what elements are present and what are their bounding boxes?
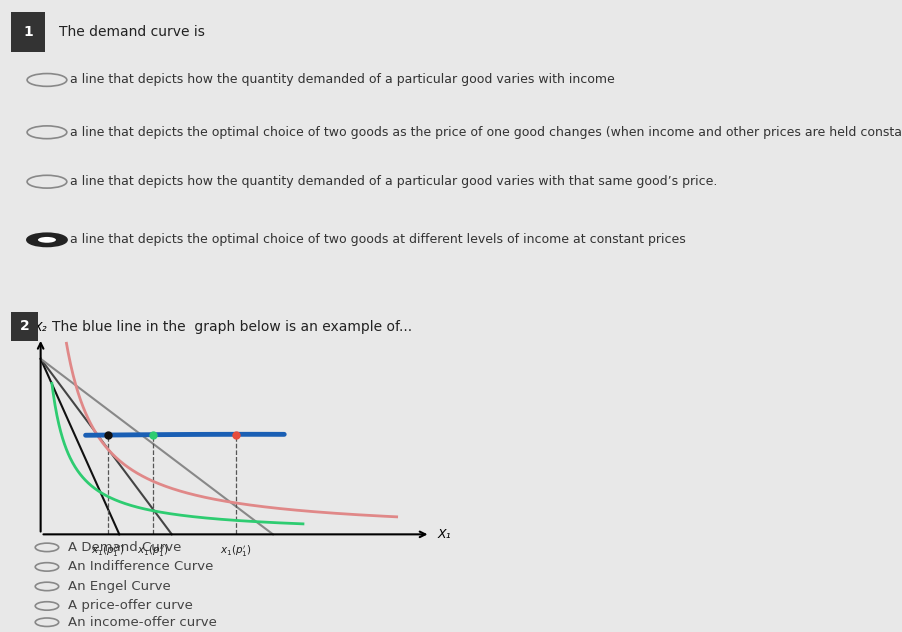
Text: a line that depicts the optimal choice of two goods at different levels of incom: a line that depicts the optimal choice o… bbox=[70, 233, 686, 246]
Text: X₂: X₂ bbox=[33, 321, 48, 334]
Text: $x_1(p_1')$: $x_1(p_1')$ bbox=[219, 544, 252, 559]
Text: a line that depicts the optimal choice of two goods as the price of one good cha: a line that depicts the optimal choice o… bbox=[70, 126, 902, 139]
Text: a line that depicts how the quantity demanded of a particular good varies with i: a line that depicts how the quantity dem… bbox=[70, 73, 614, 87]
Text: A price-offer curve: A price-offer curve bbox=[68, 600, 192, 612]
Text: $x_1(p_1''')$: $x_1(p_1''')$ bbox=[91, 544, 124, 559]
Text: The demand curve is: The demand curve is bbox=[59, 25, 205, 39]
Text: $x_1(p_1'')$: $x_1(p_1'')$ bbox=[137, 544, 169, 559]
Text: An Indifference Curve: An Indifference Curve bbox=[68, 561, 213, 573]
Text: 1: 1 bbox=[23, 25, 32, 39]
Text: A Demand Curve: A Demand Curve bbox=[68, 541, 181, 554]
Text: An income-offer curve: An income-offer curve bbox=[68, 616, 216, 629]
Circle shape bbox=[27, 233, 67, 246]
Circle shape bbox=[38, 237, 56, 243]
Text: An Engel Curve: An Engel Curve bbox=[68, 580, 170, 593]
Text: X₁: X₁ bbox=[437, 528, 451, 541]
Text: a line that depicts how the quantity demanded of a particular good varies with t: a line that depicts how the quantity dem… bbox=[70, 175, 717, 188]
FancyBboxPatch shape bbox=[11, 312, 38, 341]
Text: 2: 2 bbox=[20, 319, 29, 333]
FancyBboxPatch shape bbox=[11, 11, 45, 52]
Text: The blue line in the  graph below is an example of...: The blue line in the graph below is an e… bbox=[52, 320, 412, 334]
